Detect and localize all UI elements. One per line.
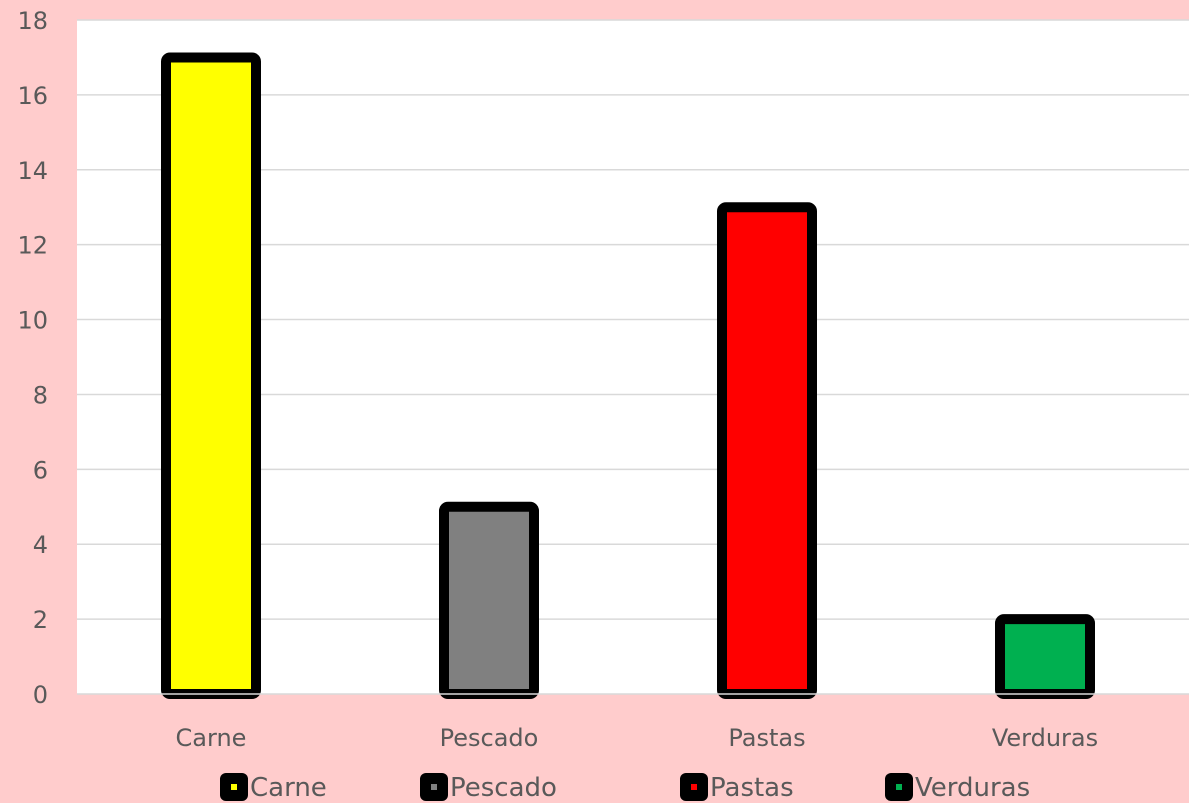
- bar-carne: [161, 52, 261, 699]
- legend-swatch: [691, 784, 697, 790]
- x-category-label: Pastas: [728, 724, 805, 752]
- y-tick-label: 18: [17, 7, 48, 35]
- y-tick-label: 12: [17, 232, 48, 260]
- legend-item-pescado: Pescado: [420, 773, 557, 803]
- legend-label: Carne: [250, 773, 327, 803]
- legend: Carne Pescado Pastas Verduras: [220, 773, 1030, 803]
- bars: [161, 52, 1095, 699]
- legend-swatch: [231, 784, 237, 790]
- legend-label: Pastas: [710, 773, 794, 803]
- gridlines: [77, 19, 1189, 620]
- y-tick-label: 8: [33, 381, 48, 409]
- y-tick-label: 2: [33, 606, 48, 634]
- x-category-label: Verduras: [992, 724, 1098, 752]
- y-tick-label: 6: [33, 456, 48, 484]
- y-tick-label: 14: [17, 157, 48, 185]
- y-tick-label: 4: [33, 531, 48, 559]
- legend-swatch: [431, 784, 437, 790]
- legend-item-pastas: Pastas: [680, 773, 794, 803]
- legend-label: Pescado: [450, 773, 557, 803]
- legend-item-carne: Carne: [220, 773, 327, 803]
- y-tick-label: 10: [17, 307, 48, 335]
- legend-label: Verduras: [915, 773, 1030, 803]
- plot-area: [77, 20, 1189, 694]
- bar-pastas: [717, 202, 817, 699]
- x-category-label: Pescado: [440, 724, 539, 752]
- bar-verduras: [995, 614, 1095, 699]
- x-axis-category-labels: Carne Pescado Pastas Verduras: [176, 724, 1099, 752]
- y-axis-tick-labels: 0 2 4 6 8 10 12 14 16 18: [17, 7, 48, 709]
- y-tick-label: 0: [33, 681, 48, 709]
- x-category-label: Carne: [176, 724, 247, 752]
- legend-swatch: [896, 784, 902, 790]
- legend-item-verduras: Verduras: [885, 773, 1030, 803]
- bar-pescado: [439, 501, 539, 699]
- y-tick-label: 16: [17, 82, 48, 110]
